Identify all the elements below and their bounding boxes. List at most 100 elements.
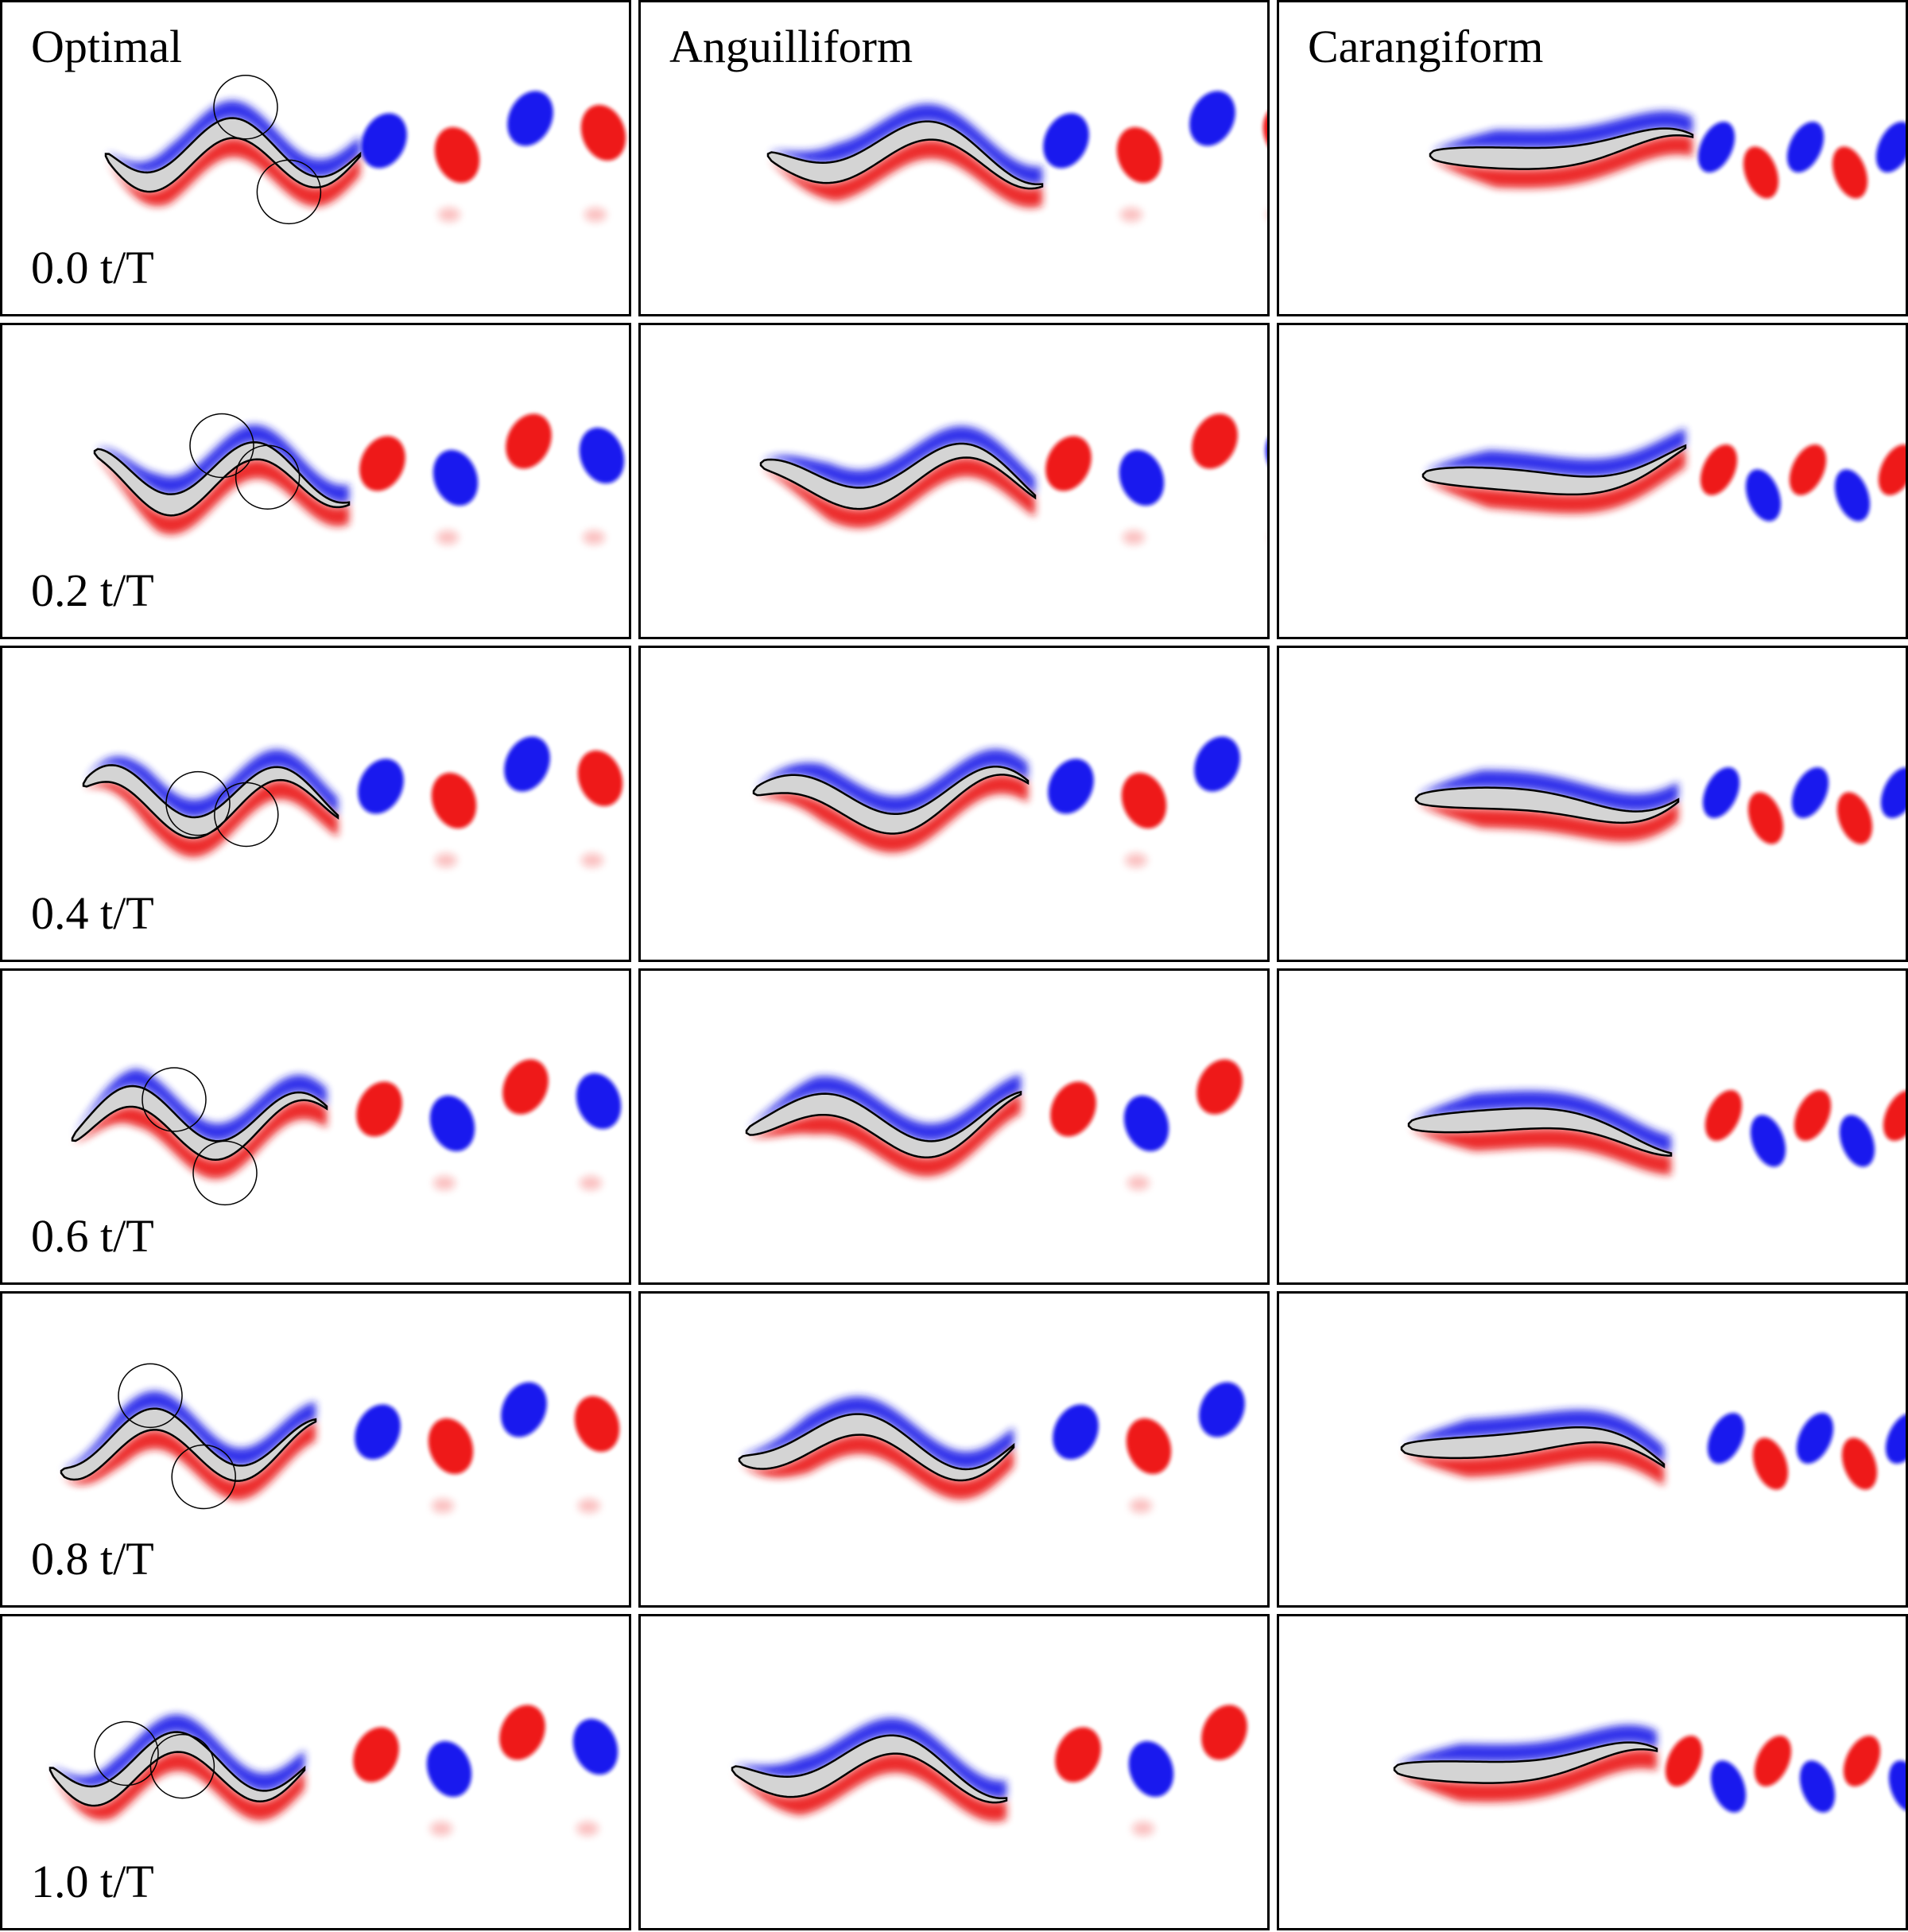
vortex [426, 1740, 472, 1798]
panel [638, 1291, 1270, 1608]
highlight-circle [118, 1363, 183, 1429]
vorticity-field [759, 413, 1267, 545]
vortex [502, 1059, 549, 1115]
vorticity-field [738, 1382, 1245, 1513]
vorticity-field [745, 1059, 1243, 1190]
fish-body [745, 1090, 1022, 1159]
fish-body [759, 442, 1037, 510]
vorticity-field [60, 1363, 620, 1513]
vorticity-field [104, 74, 626, 225]
panel: 0.8 t/T [0, 1291, 631, 1608]
vortex [1799, 1760, 1836, 1813]
vortex-trace [432, 1499, 454, 1513]
blue-layer [754, 749, 1028, 814]
vortex [1745, 469, 1782, 522]
fish-body [60, 1407, 317, 1482]
vortex [1843, 1736, 1881, 1787]
vortex [1697, 122, 1735, 173]
panel [1277, 968, 1908, 1285]
highlight-circle [213, 74, 278, 140]
vortex-trace [435, 853, 457, 867]
vortex [1875, 122, 1906, 173]
panel [638, 646, 1270, 962]
vortex [1789, 444, 1827, 495]
panel [1277, 646, 1908, 962]
vortex-trace [1123, 530, 1145, 545]
panel: 0.4 t/T [0, 646, 631, 962]
vortex [1834, 469, 1871, 522]
vortex [1839, 1115, 1875, 1167]
vortex [1836, 792, 1873, 844]
blue-layer [768, 103, 1042, 184]
vorticity-field [731, 1705, 1247, 1836]
vortex [1750, 1115, 1786, 1167]
red-layer [761, 457, 1035, 529]
vortex [1199, 1382, 1245, 1437]
vorticity-field [82, 736, 623, 867]
blue-layer [747, 1074, 1021, 1142]
vortex [579, 427, 625, 484]
vortex [1832, 146, 1868, 199]
red-layer [106, 138, 360, 207]
fish-body [48, 1731, 306, 1807]
vortex-trace [576, 1821, 599, 1836]
fish-body [1400, 1426, 1666, 1468]
red-layer [50, 1752, 304, 1821]
vortex [1880, 767, 1906, 818]
blue-layer [739, 1396, 1014, 1469]
vortex [1841, 1437, 1878, 1490]
vorticity-field [766, 91, 1267, 222]
vortex-trace [1132, 1821, 1154, 1836]
panel: Anguilliform [638, 0, 1270, 316]
fish-body [752, 766, 1030, 835]
blue-layer [732, 1717, 1006, 1798]
vortex [1048, 758, 1094, 814]
panel [638, 1614, 1270, 1930]
vortex [576, 1073, 622, 1130]
panel: Carangiform [1277, 0, 1908, 316]
time-label: 1.0 t/T [31, 1856, 154, 1907]
panel [638, 968, 1270, 1285]
vortex-trace [581, 853, 603, 867]
fish-body [1407, 1107, 1673, 1157]
blue-layer [1416, 770, 1678, 812]
panel [1277, 1291, 1908, 1608]
vortex [1754, 1736, 1792, 1787]
highlight-circle [142, 1067, 207, 1132]
panel [638, 323, 1270, 639]
vortex-trace [584, 208, 607, 222]
time-label: 0.6 t/T [31, 1210, 154, 1262]
vortex [1196, 1059, 1243, 1115]
vortex [1700, 444, 1738, 495]
blue-layer [72, 1069, 327, 1142]
vortex [1707, 1413, 1745, 1464]
panel: 1.0 t/T [0, 1614, 631, 1930]
vortex [1123, 1095, 1169, 1152]
panel [1277, 323, 1908, 639]
red-layer [754, 774, 1028, 853]
highlight-circle [189, 413, 254, 479]
red-layer [72, 1100, 327, 1179]
fish-body [731, 1734, 1008, 1804]
time-label: 0.0 t/T [31, 242, 154, 293]
red-layer [1423, 448, 1685, 514]
vortex [1050, 1081, 1096, 1137]
vortex [1752, 1437, 1789, 1490]
vortex-trace [430, 1821, 452, 1836]
vortex [572, 1718, 619, 1775]
fish-body [1421, 444, 1687, 496]
vorticity-field [48, 1705, 619, 1836]
red-layer [1402, 1442, 1664, 1486]
vortex [1053, 1404, 1099, 1460]
vortex-trace [1125, 853, 1147, 867]
vortex [1885, 1413, 1906, 1464]
blue-layer [50, 1714, 304, 1791]
fish-body [738, 1413, 1015, 1482]
vorticity-field [1393, 1724, 1906, 1813]
panel: Optimal 0.0 t/T [0, 0, 631, 316]
blue-layer [1402, 1410, 1664, 1465]
highlight-circle [149, 1733, 215, 1799]
vortex-trace [1130, 1499, 1152, 1513]
vortex [1743, 146, 1779, 199]
